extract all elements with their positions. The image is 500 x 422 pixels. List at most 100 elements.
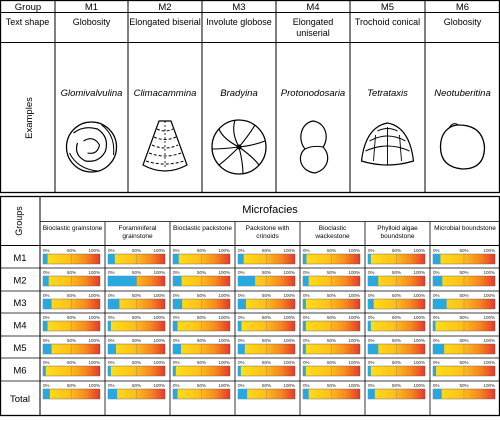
proportion-bar-blue-segment <box>433 344 445 354</box>
tick-label: 100% <box>348 338 360 343</box>
proportion-bar-blue-segment <box>43 344 52 354</box>
example-name: Bradyina <box>220 88 258 99</box>
text-shape-cell: Trochoid conical <box>354 17 421 27</box>
tick-label: 50% <box>262 248 271 253</box>
tick-label: 0% <box>108 248 115 253</box>
proportion-bar-blue-segment <box>173 299 183 309</box>
proportion-bar-blue-segment <box>368 299 374 309</box>
proportion-bar-blue-segment <box>368 254 371 264</box>
proportion-bar-blue-segment <box>303 366 306 376</box>
proportion-bar-blue-segment <box>368 389 375 399</box>
proportion-bar-blue-segment <box>43 276 49 286</box>
proportion-bar-blue-segment <box>108 321 111 331</box>
tick-label: 50% <box>327 360 336 365</box>
proportion-bar-blue-segment <box>108 389 118 399</box>
proportion-bar-blue-segment <box>43 321 48 331</box>
tick-label: 100% <box>283 293 295 298</box>
tick-label: 50% <box>67 338 76 343</box>
proportion-bar-blue-segment <box>433 366 437 376</box>
tick-label: 0% <box>238 293 245 298</box>
tick-label: 0% <box>433 293 440 298</box>
group-code: M4 <box>306 2 319 13</box>
tick-label: 0% <box>303 338 310 343</box>
tick-label: 0% <box>368 315 375 320</box>
proportion-bar-blue-segment <box>238 344 245 354</box>
tick-label: 0% <box>433 383 440 388</box>
lower-grid <box>0 222 500 416</box>
tick-label: 0% <box>303 383 310 388</box>
tick-label: 0% <box>433 338 440 343</box>
tick-label: 100% <box>348 270 360 275</box>
proportion-bar-blue-segment <box>43 254 48 264</box>
tick-label: 100% <box>283 383 295 388</box>
proportion-bar-blue-segment <box>108 299 120 309</box>
microfacies-header-cell: Bioclastic wackestone <box>315 225 349 240</box>
tick-label: 100% <box>218 248 230 253</box>
proportion-bar-blue-segment <box>173 389 178 399</box>
example-name: Glomivalvulina <box>61 88 123 99</box>
tick-label: 100% <box>413 248 425 253</box>
microfacies-header-cell: Foraminiferal grainstone <box>119 225 157 240</box>
tick-label: 100% <box>413 360 425 365</box>
tick-label: 50% <box>392 383 401 388</box>
tick-label: 0% <box>238 338 245 343</box>
tick-label: 50% <box>132 248 141 253</box>
text-shape-value: Involute globose <box>206 17 272 27</box>
tick-label: 50% <box>327 315 336 320</box>
tick-label: 0% <box>43 383 50 388</box>
tick-label: 100% <box>483 360 495 365</box>
text-shape-value: Elongated biserial <box>129 17 201 27</box>
microfacies-header: Microbial boundstone <box>434 225 496 232</box>
tick-label: 0% <box>368 293 375 298</box>
tick-label: 0% <box>173 293 180 298</box>
involute-globose-foram-icon <box>211 119 267 175</box>
tick-label: 50% <box>459 293 468 298</box>
tick-label: 0% <box>368 360 375 365</box>
tick-label: 50% <box>197 383 206 388</box>
tick-label: 100% <box>88 315 100 320</box>
tick-label: 50% <box>262 293 271 298</box>
biserial-conical-foram-icon <box>142 120 188 172</box>
tick-label: 100% <box>153 360 165 365</box>
example-name: Neotuberitina <box>434 88 491 99</box>
text-shape-cell: Globosity <box>444 17 482 27</box>
proportion-bar-blue-segment <box>303 276 309 286</box>
text-shape-cell: Involute globose <box>206 17 272 27</box>
tick-label: 50% <box>67 293 76 298</box>
row-label: M2 <box>13 276 26 287</box>
tick-label: 100% <box>413 383 425 388</box>
proportion-bar-blue-segment <box>43 299 52 309</box>
group-code: M3 <box>232 2 245 13</box>
text-shape-header: Text shape <box>6 17 50 27</box>
text-shape-value: Trochoid conical <box>354 17 421 27</box>
group-code: M2 <box>158 2 171 13</box>
tick-label: 50% <box>132 270 141 275</box>
proportion-bar-blue-segment <box>173 344 181 354</box>
tick-label: 100% <box>348 248 360 253</box>
trochoid-conical-foram-icon <box>360 122 415 166</box>
tick-label: 100% <box>413 270 425 275</box>
tick-label: 0% <box>173 315 180 320</box>
tick-label: 50% <box>262 270 271 275</box>
tick-label: 100% <box>88 270 100 275</box>
tick-label: 50% <box>132 293 141 298</box>
tick-label: 50% <box>262 315 271 320</box>
text-shape-cell: Globosity <box>73 17 111 27</box>
proportion-bar-blue-segment <box>433 254 441 264</box>
tick-label: 100% <box>88 383 100 388</box>
row-label: M6 <box>13 366 26 377</box>
tick-label: 100% <box>153 338 165 343</box>
row-label: M1 <box>13 253 26 264</box>
proportion-bar-blue-segment <box>303 321 306 331</box>
tick-label: 0% <box>433 248 440 253</box>
tick-label: 0% <box>303 360 310 365</box>
tick-label: 50% <box>67 315 76 320</box>
tick-label: 0% <box>43 248 50 253</box>
tick-label: 100% <box>218 383 230 388</box>
text-shape-cell: Elongated uniserial <box>293 17 334 38</box>
tick-label: 0% <box>173 248 180 253</box>
tick-label: 100% <box>218 270 230 275</box>
proportion-bar-blue-segment <box>43 389 50 399</box>
morphogroup-table: Group Text shape Examples M1 Globosity Glo… <box>0 0 500 194</box>
tick-label: 0% <box>238 248 245 253</box>
